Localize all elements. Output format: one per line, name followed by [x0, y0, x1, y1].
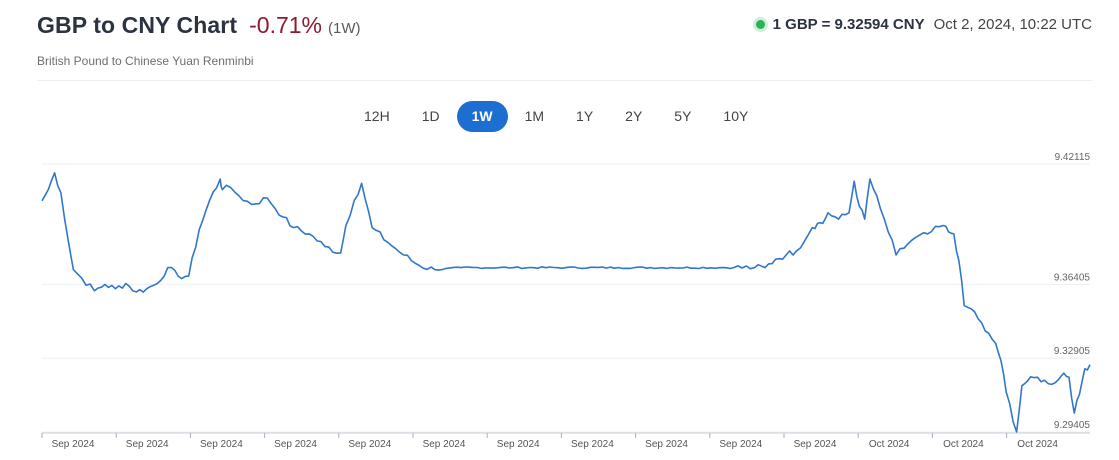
tab-1y[interactable]: 1Y	[576, 108, 594, 124]
tab-10y[interactable]: 10Y	[723, 108, 749, 124]
x-tick-label: Sep 2024	[719, 439, 762, 450]
live-indicator-icon	[755, 20, 765, 29]
rate-line-chart[interactable]: 9.42115 9.36405 9.32905 9.29405 Sep 2024 Sep …	[0, 150, 1119, 460]
change-percent: -0.71%	[249, 12, 322, 38]
period-label: (1W)	[328, 20, 361, 37]
page-subtitle: British Pound to Chinese Yuan Renminbi	[37, 54, 254, 68]
title-row: GBP to CNY Chart -0.71% (1W)	[37, 12, 361, 39]
x-tick-label: Sep 2024	[794, 439, 837, 450]
header-divider	[37, 80, 1092, 81]
tab-5y[interactable]: 5Y	[674, 108, 692, 124]
page-title: GBP to CNY Chart	[37, 12, 238, 38]
range-tabs: 12H 1D 1W 1M 1Y 2Y 5Y 10Y	[349, 101, 765, 132]
x-tick-label: Oct 2024	[943, 439, 984, 450]
y-tick-label: 9.32905	[1054, 346, 1091, 357]
x-tick-label: Sep 2024	[126, 439, 169, 450]
tab-1d[interactable]: 1D	[421, 108, 440, 124]
quote-timestamp: Oct 2, 2024, 10:22 UTC	[933, 16, 1092, 33]
y-tick-label: 9.42115	[1055, 152, 1091, 163]
x-tick-label: Sep 2024	[274, 439, 317, 450]
x-tick-label: Sep 2024	[571, 439, 614, 450]
tab-2y[interactable]: 2Y	[625, 108, 643, 124]
y-tick-label: 9.36405	[1054, 272, 1091, 283]
current-rate: 1 GBP = 9.32594 CNY	[772, 16, 925, 33]
tab-12h[interactable]: 12H	[364, 108, 390, 124]
y-tick-label: 9.29405	[1054, 420, 1091, 431]
x-tick-label: Sep 2024	[348, 439, 391, 450]
x-tick-label: Oct 2024	[1017, 439, 1058, 450]
rate-series-line	[41, 172, 1091, 433]
x-tick-label: Sep 2024	[52, 439, 95, 450]
tab-1m[interactable]: 1M	[524, 108, 545, 124]
x-tick-label: Sep 2024	[497, 439, 540, 450]
x-tick-label: Sep 2024	[645, 439, 688, 450]
x-tick-label: Oct 2024	[869, 439, 910, 450]
live-quote: 1 GBP = 9.32594 CNY Oct 2, 2024, 10:22 U…	[755, 16, 1092, 33]
x-tick-label: Sep 2024	[200, 439, 243, 450]
tab-1w[interactable]: 1W	[456, 101, 508, 132]
x-tick-label: Sep 2024	[423, 439, 466, 450]
